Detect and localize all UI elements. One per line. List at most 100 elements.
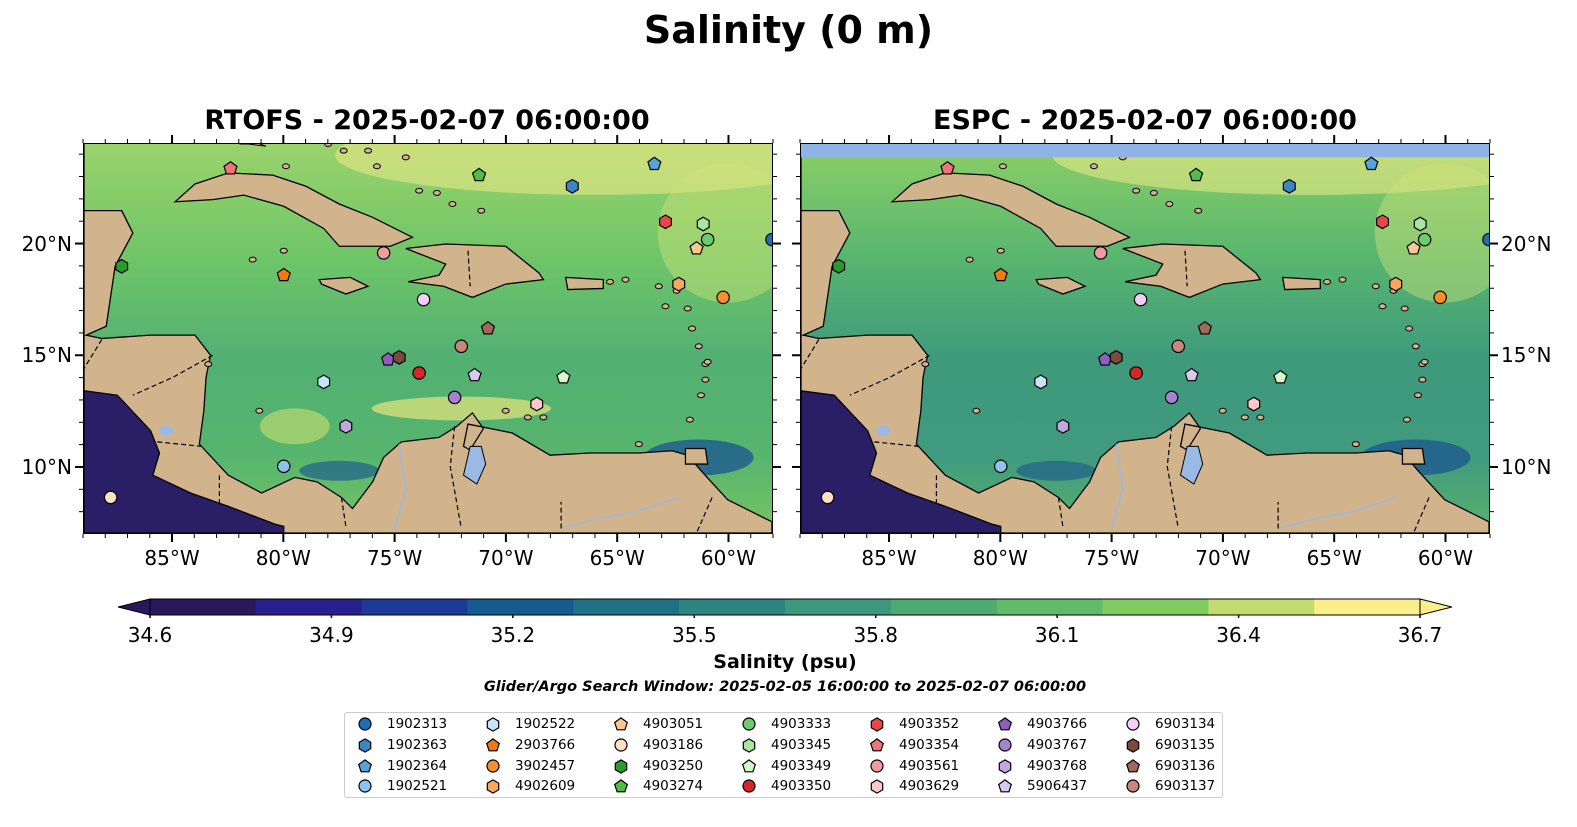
tick-label: 20°N [1501,231,1552,256]
float-marker-4903350 [412,366,426,380]
legend-item-4903250: 4903250 [613,756,703,776]
float-marker-4903186 [103,490,118,505]
float-marker-4903051 [689,240,704,255]
tick-label: 10°N [1501,454,1552,479]
float-marker-4903768 [1056,418,1070,434]
espc-panel-title: ESPC - 2025-02-07 06:00:00 [933,105,1357,136]
legend-label: 1902522 [515,716,576,732]
legend-item-4903274: 4903274 [613,776,703,796]
tick-label: 60°W [700,546,757,570]
float-marker-1902363 [565,178,579,194]
legend-item-4903354: 4903354 [869,735,959,755]
tick-label: 20°N [21,231,72,256]
rtofs-panel-title: RTOFS - 2025-02-07 06:00:00 [204,105,650,136]
espc-salinity-map [800,143,1490,534]
legend-item-2903766: 2903766 [485,735,575,755]
hexagon-marker-icon [486,717,500,732]
float-marker-1902522 [317,374,331,390]
float-marker-1902363 [1282,178,1296,194]
float-marker-1902521 [276,459,291,474]
legend-label: 4903333 [771,716,832,732]
float-marker-4903186 [820,490,835,505]
float-marker-4903345 [1413,216,1427,232]
float-marker-3902457 [716,290,730,305]
legend-label: 4903186 [643,736,704,753]
legend-item-4903333: 4903333 [741,714,831,734]
legend-label: 5906437 [1027,778,1088,795]
legend-label: 6903135 [1155,736,1216,753]
figure-title: Salinity (0 m) [643,8,934,52]
legend-label: 4903274 [643,778,704,795]
colorbar-tick-label: 35.8 [853,623,898,647]
pentagon-marker-icon [869,737,885,752]
circle-marker-icon [742,779,756,793]
float-marker-4903274 [471,167,487,182]
pentagon-marker-icon [485,737,501,752]
legend-item-6903136: 6903136 [1125,756,1215,776]
tick-label: 15°N [1501,343,1552,368]
hexagon-marker-icon [358,738,372,753]
float-marker-4903051 [1406,240,1421,255]
legend-item-4903051: 4903051 [613,714,703,734]
legend-label: 4903349 [771,757,832,774]
float-marker-4903333 [700,232,715,247]
legend-item-1902521: 1902521 [357,776,447,796]
tick-label: 85°W [861,546,917,570]
hexagon-marker-icon [870,779,884,795]
legend-item-4903629: 4903629 [869,776,959,796]
legend-label: 1902521 [387,778,448,795]
float-marker-2903766 [276,267,291,282]
tick-label: 85°W [144,546,200,570]
float-marker-1902521 [993,459,1008,474]
legend-item-4903349: 4903349 [741,756,831,776]
legend-item-1902313: 1902313 [357,714,447,734]
legend-item-4903352: 4903352 [869,714,959,734]
legend-item-1902363: 1902363 [357,735,447,755]
search-window-caption: Glider/Argo Search Window: 2025-02-05 16… [483,679,1087,695]
float-marker-1902364 [1364,156,1379,171]
float-marker-4903352 [659,214,672,230]
float-marker-4903354 [940,160,955,175]
legend-item-5906437: 5906437 [997,776,1087,796]
rtofs-salinity-map [83,143,773,534]
legend-item-6903135: 6903135 [1125,735,1215,755]
legend-item-4903561: 4903561 [869,756,959,776]
legend-item-1902522: 1902522 [485,714,575,734]
colorbar-tick-label: 34.9 [309,623,354,647]
tick-label: 10°N [21,454,72,479]
float-marker-4903561 [376,246,391,260]
tick-label: 80°W [255,546,311,570]
circle-marker-icon [998,738,1012,752]
colorbar-tick-label: 35.2 [490,623,536,647]
float-marker-4903767 [447,390,462,405]
float-marker-4903350 [1129,366,1143,380]
hexagon-marker-icon [870,717,884,732]
pentagon-marker-icon [997,779,1013,793]
legend-label: 1902363 [387,736,448,753]
legend-label: 4903561 [899,757,960,774]
tick-label: 65°W [1306,546,1362,570]
pentagon-marker-icon [357,758,373,772]
legend-label: 4903350 [771,778,832,795]
legend-label: 4903345 [771,736,832,753]
circle-marker-icon [614,738,628,752]
legend-label: 1902364 [387,757,448,774]
legend-label: 4903250 [643,757,704,774]
colorbar-tick-label: 36.7 [1397,623,1443,647]
float-marker-4902609 [672,276,686,292]
float-marker-1902522 [1034,374,1048,390]
hexagon-marker-icon [998,758,1012,774]
hexagon-marker-icon [486,779,500,795]
colorbar-tick-label: 36.4 [1216,623,1261,647]
float-marker-6903134 [1133,292,1148,307]
float-marker-4903345 [696,216,710,232]
circle-marker-icon [1126,717,1140,731]
legend-item-6903137: 6903137 [1125,776,1215,796]
legend-label: 6903136 [1155,757,1216,774]
float-marker-4903349 [556,369,571,384]
legend-label: 4903767 [1027,736,1088,753]
float-marker-1902313 [765,232,772,247]
float-marker-6903135 [392,349,406,365]
hexagon-marker-icon [1126,738,1140,753]
legend-item-3902457: 3902457 [485,756,575,776]
